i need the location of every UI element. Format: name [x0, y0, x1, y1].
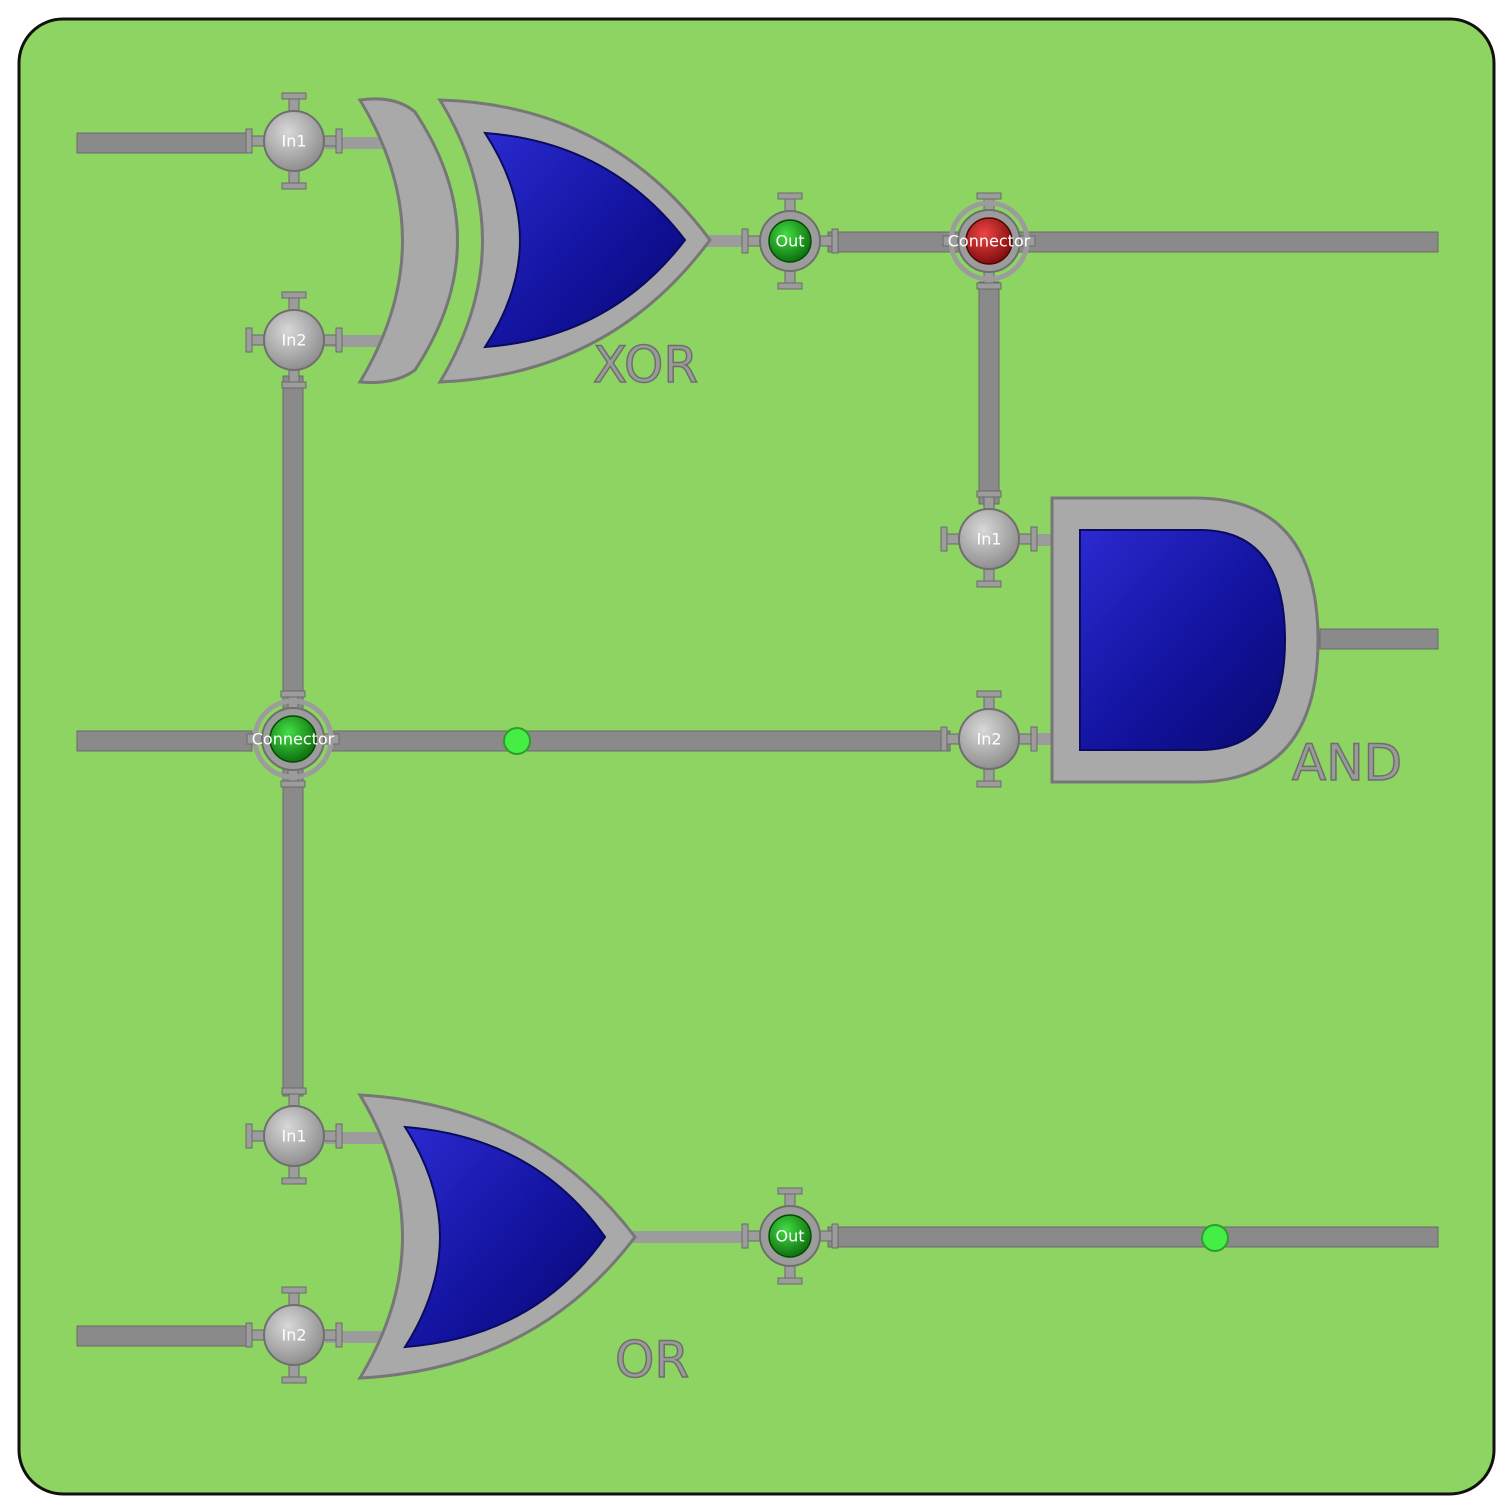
- pin-and-in1-label: In1: [976, 530, 1001, 549]
- pin-and-in1[interactable]: In1: [940, 490, 1038, 588]
- xor-body-fill: [483, 131, 687, 349]
- and-label: AND: [1292, 734, 1402, 792]
- connector-top-label: Connector: [948, 232, 1031, 251]
- pin-xor-in2[interactable]: In2: [245, 291, 343, 389]
- signal-dot-or-out-wire: [1201, 1224, 1229, 1252]
- xor-gate[interactable]: XOR: [325, 97, 745, 395]
- wire-connector-to-and-in2[interactable]: [329, 730, 951, 752]
- connector-top[interactable]: Connector: [942, 192, 1036, 290]
- pin-xor-out[interactable]: Out: [741, 192, 839, 290]
- pin-xor-out-label: Out: [775, 232, 804, 251]
- pin-or-in1-label: In1: [281, 1127, 306, 1146]
- or-label: OR: [615, 1331, 689, 1389]
- connector-middle[interactable]: Connector: [246, 690, 340, 788]
- wire-or-in2[interactable]: [76, 1325, 253, 1347]
- wire-or-out[interactable]: [827, 1226, 1439, 1248]
- and-body-fill: [1079, 529, 1287, 751]
- pin-or-out-label: Out: [775, 1227, 804, 1246]
- xor-back-curve: [357, 97, 459, 384]
- connector-middle-label: Connector: [252, 730, 335, 749]
- pin-or-in1[interactable]: In1: [245, 1087, 343, 1185]
- wire-and-out[interactable]: [1319, 628, 1439, 650]
- or-gate[interactable]: OR: [325, 1093, 745, 1390]
- wire-middle-input[interactable]: [76, 730, 253, 752]
- pin-or-out[interactable]: Out: [741, 1187, 839, 1285]
- or-body-fill: [403, 1125, 607, 1349]
- and-gate[interactable]: AND: [1030, 496, 1403, 793]
- wire-xor-in1[interactable]: [76, 132, 253, 154]
- signal-dot-middle-wire: [503, 727, 531, 755]
- pin-xor-in2-label: In2: [281, 331, 306, 350]
- wire-connector-to-and-in1[interactable]: [978, 281, 1000, 505]
- xor-label: XOR: [593, 336, 698, 394]
- pin-xor-in1-label: In1: [281, 132, 306, 151]
- pin-xor-in1[interactable]: In1: [245, 92, 343, 190]
- pin-and-in2-label: In2: [976, 730, 1001, 749]
- pin-or-in2-label: In2: [281, 1326, 306, 1345]
- wire-xor-out[interactable]: [827, 231, 1439, 253]
- pin-and-in2[interactable]: In2: [940, 690, 1038, 788]
- pin-or-in2[interactable]: In2: [245, 1286, 343, 1384]
